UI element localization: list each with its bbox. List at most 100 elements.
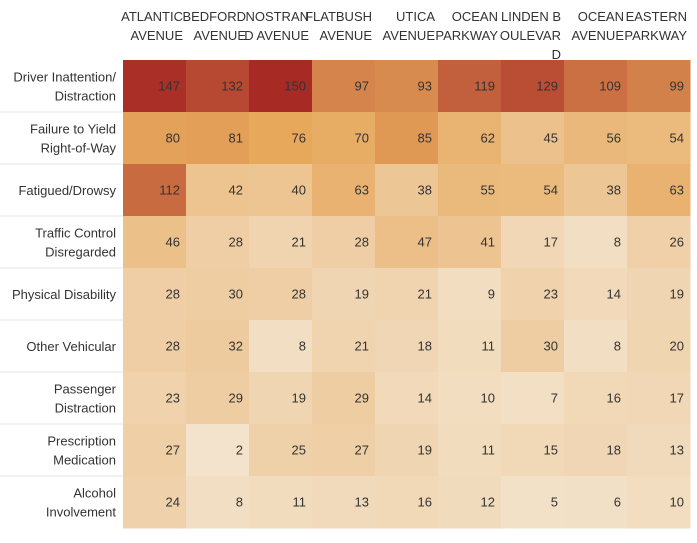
heatmap-cell: [123, 372, 187, 425]
heatmap-cell: [564, 164, 628, 217]
column-label: ATLANTIC AVENUE: [121, 9, 183, 43]
heatmap-cell: [375, 60, 439, 113]
heatmap-cell: [564, 268, 628, 321]
heatmap-cell: [438, 216, 502, 269]
heatmap-cell: [627, 60, 691, 113]
cell-value-label: 9: [488, 286, 495, 301]
cell-value-label: 56: [607, 130, 621, 145]
heatmap-cell: [501, 424, 565, 477]
heatmap-cell: [123, 112, 187, 165]
cell-value-label: 19: [670, 286, 684, 301]
cell-value-label: 70: [355, 130, 369, 145]
heatmap-cell: [312, 476, 376, 529]
heatmap-cell: [438, 112, 502, 165]
heatmap-cell: [438, 164, 502, 217]
cell-value-label: 30: [544, 338, 558, 353]
row-label: Alcohol Involvement: [46, 486, 116, 520]
cell-value-label: 8: [614, 338, 621, 353]
cell-value-label: 2: [236, 442, 243, 457]
cell-value-label: 15: [544, 442, 558, 457]
cell-value-label: 119: [474, 78, 495, 93]
cell-value-label: 17: [544, 234, 558, 249]
heatmap-cell: [249, 268, 313, 321]
heatmap-cell: [123, 60, 187, 113]
cell-value-label: 27: [355, 442, 369, 457]
heatmap-cell: [627, 268, 691, 321]
column-label: UTICA AVENUE: [383, 9, 436, 43]
cell-value-label: 11: [482, 338, 496, 353]
cell-value-label: 8: [236, 494, 243, 509]
heatmap-cell: [438, 476, 502, 529]
heatmap-cell: [249, 320, 313, 373]
cell-value-label: 97: [355, 78, 369, 93]
heatmap-cell: [123, 424, 187, 477]
cell-value-label: 28: [229, 234, 243, 249]
heatmap-cell: [564, 112, 628, 165]
cell-value-label: 8: [614, 234, 621, 249]
cell-value-label: 54: [670, 130, 684, 145]
cell-value-label: 32: [229, 338, 243, 353]
cell-value-label: 150: [284, 78, 306, 93]
heatmap-cell: [564, 60, 628, 113]
cell-value-label: 7: [551, 390, 558, 405]
heatmap-cell: [564, 216, 628, 269]
column-label: BEDFORD AVENUE: [182, 9, 246, 43]
heatmap-cell: [564, 424, 628, 477]
heatmap-cell: [186, 372, 250, 425]
heatmap-cell: [501, 164, 565, 217]
heatmap-cell: [186, 268, 250, 321]
cell-value-label: 10: [670, 494, 684, 509]
cell-value-label: 28: [292, 286, 306, 301]
column-label: OCEAN PARKWAY: [435, 9, 498, 43]
cell-value-label: 23: [544, 286, 558, 301]
cell-value-label: 85: [418, 130, 432, 145]
heatmap-cell: [249, 216, 313, 269]
heatmap-cell: [312, 60, 376, 113]
heatmap-cell: [186, 476, 250, 529]
cell-value-label: 13: [355, 494, 369, 509]
heatmap-cell: [627, 164, 691, 217]
heatmap-cell: [312, 112, 376, 165]
cell-value-label: 21: [292, 234, 306, 249]
cell-value-label: 19: [418, 442, 432, 457]
cell-value-label: 63: [670, 182, 684, 197]
heatmap-cell: [375, 424, 439, 477]
cell-value-label: 28: [166, 338, 180, 353]
row-labels: Driver Inattention/Distraction Failure to…: [0, 70, 123, 520]
heatmap-cell: [627, 372, 691, 425]
cell-value-label: 47: [418, 234, 432, 249]
cell-value-label: 13: [670, 442, 684, 457]
heatmap-cell: [438, 60, 502, 113]
cell-value-label: 38: [418, 182, 432, 197]
cell-value-label: 8: [299, 338, 306, 353]
cell-value-label: 63: [355, 182, 369, 197]
cell-value-label: 132: [221, 78, 243, 93]
cell-value-label: 45: [544, 130, 558, 145]
cell-value-label: 6: [614, 494, 621, 509]
heatmap-cell: [123, 164, 187, 217]
heatmap-cell: [186, 424, 250, 477]
cell-value-label: 129: [536, 78, 558, 93]
heatmap-cell: [375, 320, 439, 373]
row-label: Passenger Distraction: [54, 382, 117, 416]
column-label: FLATBUSH AVENUE: [305, 9, 372, 43]
heatmap-cell: [627, 320, 691, 373]
heatmap-cell: [375, 372, 439, 425]
cell-value-label: 25: [292, 442, 306, 457]
cell-value-label: 16: [418, 494, 432, 509]
cell-value-label: 27: [166, 442, 180, 457]
cell-value-label: 11: [482, 442, 496, 457]
cell-value-label: 99: [670, 78, 684, 93]
heatmap-cell: [501, 372, 565, 425]
heatmap-cell: [312, 372, 376, 425]
heatmap-cell: [501, 476, 565, 529]
heatmap-cell: [186, 112, 250, 165]
cell-value-label: 18: [607, 442, 621, 457]
heatmap-cell: [627, 216, 691, 269]
heatmap-cell: [249, 164, 313, 217]
cell-value-label: 62: [481, 130, 495, 145]
heatmap-cell: [564, 476, 628, 529]
heatmap-cell: [501, 60, 565, 113]
heatmap-cell: [438, 372, 502, 425]
